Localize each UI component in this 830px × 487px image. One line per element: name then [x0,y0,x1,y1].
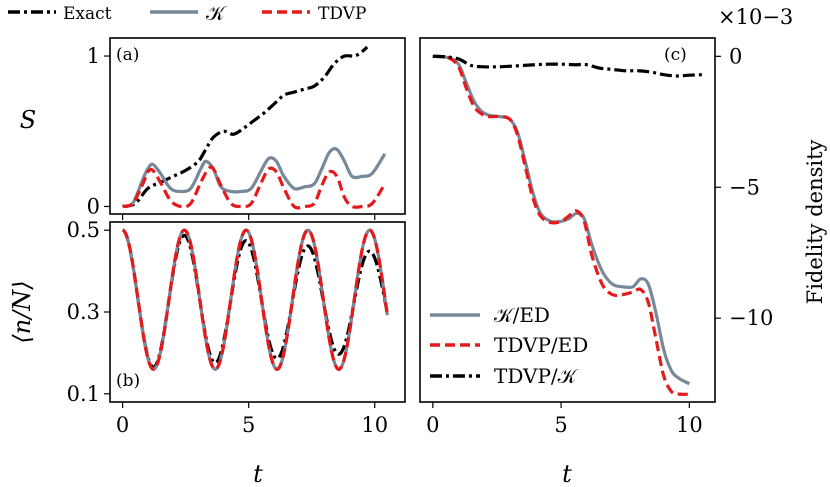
panel-a-ylabel: S [20,106,36,134]
panel-c-scale-label: ×10−3 [718,5,793,29]
panel-a-ticks: 01 [87,44,376,220]
panel-b-ytick-label: 0.3 [67,300,100,324]
panel-b-ytick-label: 0.5 [67,218,100,242]
panel-c-label: (c) [664,45,687,65]
panel-a-series-tdvp [122,165,387,210]
legend-tdvp-ed-label: TDVP/ED [494,333,588,357]
panel-c-series-tdvp-k [432,54,703,78]
panel-a-series-exact [122,45,369,209]
panel-c-ytick-label: −5 [729,175,760,199]
panel-b: 0.5 0.3 0.1 0 5 10 (b) ⟨n/N⟩ t [8,218,406,487]
panel-c-xlabel: t [562,460,572,487]
panel-a-series-k [122,147,387,209]
panel-b-xtick-label: 0 [116,413,129,437]
legend-exact-label: Exact [63,4,112,24]
panel-c-series [432,54,703,396]
panel-a: 01 (a) S [20,37,406,220]
legend-tdvp-label: TDVP [318,4,366,24]
legend-k-label: 𝒦 [206,1,227,25]
panel-c-frame [419,37,716,403]
panel-a-series [122,45,387,210]
panel-b-series [121,228,389,371]
panel-c-xtick-label: 5 [554,413,567,437]
panel-b-ylabel: ⟨n/N⟩ [8,280,36,343]
panel-a-ytick-label: 1 [87,44,100,68]
panel-c: 0−5−100 5 10 (c) ×10−3 Fidelity density t … [419,5,827,487]
legend-tdvp-k-label: TDVP/𝒦 [494,364,579,388]
panel-b-ticks: 0.5 0.3 0.1 0 5 10 [67,218,389,437]
panel-b-xtick-label: 5 [242,413,255,437]
panel-c-legend: 𝒦/ED TDVP/ED TDVP/𝒦 [430,303,588,388]
panel-a-label: (a) [116,45,139,65]
panel-c-ylabel: Fidelity density [803,139,827,304]
panel-c-ytick-label: −10 [729,306,773,330]
panel-c-series-tdvp-ed [432,54,690,396]
panel-c-xtick-label: 0 [426,413,439,437]
legend-k-ed-label: 𝒦/ED [494,303,550,327]
panel-b-ytick-label: 0.1 [67,382,100,406]
panel-c-ticks: 0 −5 −10 0 5 10 [426,44,773,437]
panel-b-series-exact [121,228,389,369]
panel-b-xtick-label: 10 [361,413,388,437]
panel-c-ytick-label: 0 [729,44,742,68]
panel-b-xlabel: t [253,460,263,487]
panel-b-series-tdvp [121,228,389,371]
top-legend: Exact 𝒦 TDVP [8,1,366,25]
panel-a-ytick-label: 0 [87,194,100,218]
panel-b-label: (b) [116,371,140,391]
panel-a-frame [109,37,406,215]
panel-c-xtick-label: 10 [676,413,703,437]
